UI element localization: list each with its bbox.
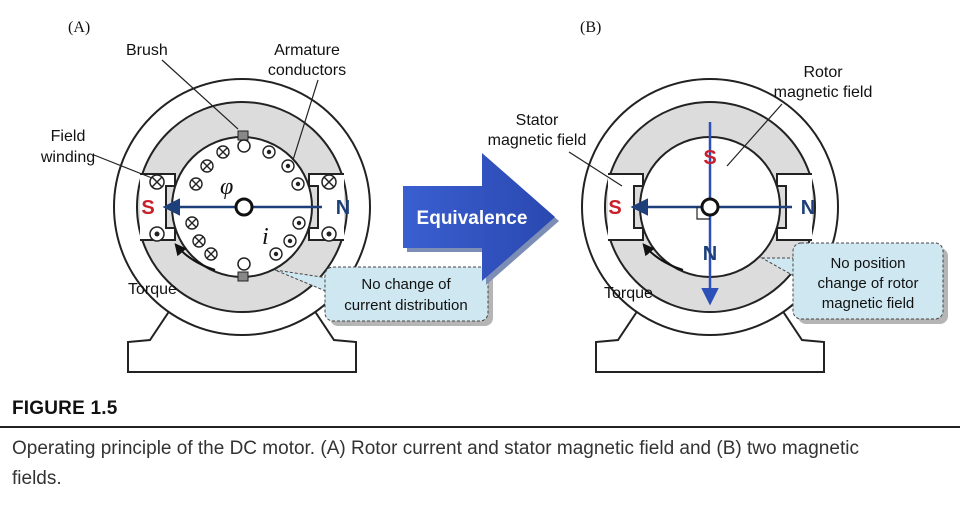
motor-b xyxy=(581,78,839,373)
pole-n-b: N xyxy=(801,197,815,219)
figure-caption: FIGURE 1.5 Operating principle of the DC… xyxy=(0,392,970,511)
torque-arrow-a xyxy=(174,243,216,271)
current-symbol: i xyxy=(262,224,269,250)
motor-a xyxy=(113,78,371,373)
phi-symbol: φ xyxy=(220,174,233,200)
torque-label-a: Torque xyxy=(128,281,177,298)
panel-a-tag: (A) xyxy=(68,19,90,36)
brush-top xyxy=(237,130,249,141)
callout-b-line3: magnetic field xyxy=(822,295,915,312)
caption-text: Operating principle of the DC motor. (A)… xyxy=(12,438,859,489)
armature-label-2: conductors xyxy=(268,62,346,79)
field-leader xyxy=(93,154,153,179)
callout-a-line1: No change of xyxy=(361,276,451,293)
right-angle-mark xyxy=(696,207,710,220)
rotor-label-1: Rotor xyxy=(803,64,843,81)
callout-a-line2: current distribution xyxy=(344,297,467,314)
armature-leader xyxy=(292,79,319,161)
shaft-a xyxy=(234,197,254,217)
pole-s-a: S xyxy=(141,197,154,219)
armature-label-1: Armature xyxy=(274,42,340,59)
field-label-2: winding xyxy=(40,149,95,166)
field-winding-symbols xyxy=(149,174,337,242)
rotor-pole-n: N xyxy=(703,243,717,265)
callout-b: No position change of rotor magnetic fie… xyxy=(760,242,948,324)
motor-base xyxy=(127,309,357,373)
panel-b-tag: (B) xyxy=(580,19,601,36)
shaft-b xyxy=(700,197,720,217)
equivalence-label: Equivalence xyxy=(417,208,528,229)
figure-number: FIGURE 1.5 xyxy=(12,398,118,419)
pole-n-a: N xyxy=(336,197,350,219)
rotor-pole-s: S xyxy=(703,147,716,169)
callout-b-line2: change of rotor xyxy=(818,275,919,292)
stator-label-2: magnetic field xyxy=(488,132,587,149)
brush-leader xyxy=(161,59,239,130)
torque-arrow-b xyxy=(642,243,684,271)
callout-b-line1: No position xyxy=(830,255,905,272)
motor-base-b xyxy=(595,309,825,373)
callout-a: No change of current distribution xyxy=(274,266,493,326)
equivalence-arrow: Equivalence xyxy=(403,153,559,285)
torque-label-b: Torque xyxy=(604,285,653,302)
brush-bottom xyxy=(237,271,249,282)
stator-leader xyxy=(568,151,623,187)
caption-rule xyxy=(0,426,960,428)
dc-motor-diagram: (A) xyxy=(40,19,948,373)
rotor-leader xyxy=(726,103,783,167)
brush-label: Brush xyxy=(126,42,168,59)
armature-conductors xyxy=(185,139,306,271)
field-label-1: Field xyxy=(51,128,86,145)
stator-label-1: Stator xyxy=(516,112,559,129)
pole-s-b: S xyxy=(608,197,621,219)
rotor-label-2: magnetic field xyxy=(774,84,873,101)
